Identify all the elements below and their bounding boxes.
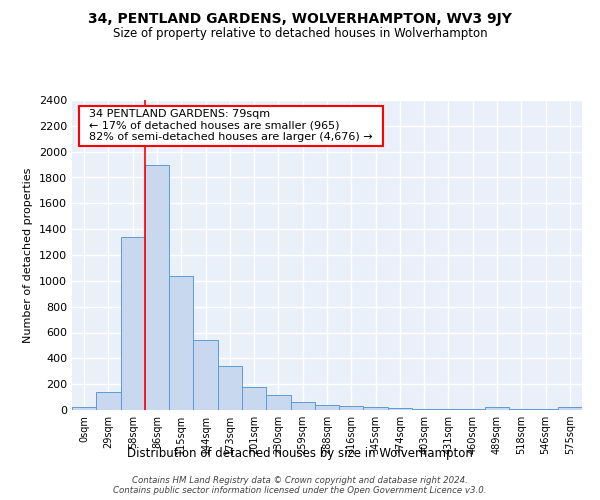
Bar (315, 406, 339, 410)
Bar (72, 408, 96, 410)
Bar (339, 406, 364, 410)
Bar (218, 366, 242, 410)
Bar (145, 164, 169, 410)
Bar (436, 408, 461, 410)
Text: Contains HM Land Registry data © Crown copyright and database right 2024.
Contai: Contains HM Land Registry data © Crown c… (113, 476, 487, 495)
Bar (242, 387, 266, 410)
Bar (96, 392, 121, 410)
Bar (290, 402, 315, 410)
Bar (193, 340, 218, 410)
Bar (266, 394, 290, 410)
Bar (364, 408, 388, 410)
Text: 34 PENTLAND GARDENS: 79sqm  
  ← 17% of detached houses are smaller (965)  
  82: 34 PENTLAND GARDENS: 79sqm ← 17% of deta… (82, 110, 380, 142)
Text: 34, PENTLAND GARDENS, WOLVERHAMPTON, WV3 9JY: 34, PENTLAND GARDENS, WOLVERHAMPTON, WV3… (88, 12, 512, 26)
Bar (412, 408, 436, 410)
Bar (121, 237, 145, 410)
Bar (388, 408, 412, 410)
Text: Size of property relative to detached houses in Wolverhampton: Size of property relative to detached ho… (113, 28, 487, 40)
Bar (558, 408, 582, 410)
Bar (485, 408, 509, 410)
Text: Distribution of detached houses by size in Wolverhampton: Distribution of detached houses by size … (127, 448, 473, 460)
Bar (169, 276, 193, 410)
Y-axis label: Number of detached properties: Number of detached properties (23, 168, 34, 342)
